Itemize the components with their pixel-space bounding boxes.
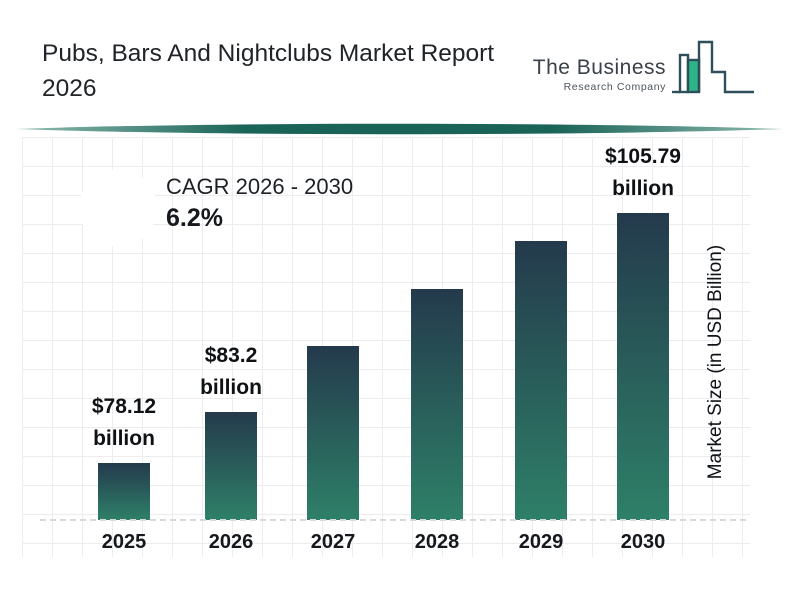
x-axis-baseline	[40, 519, 746, 521]
page-title-line2: 2026	[42, 75, 97, 102]
bar-2027	[307, 346, 359, 520]
company-logo-text: The Business Research Company	[533, 56, 666, 93]
section-divider	[12, 121, 788, 137]
cagr-badge	[72, 162, 164, 254]
bar-2028	[411, 289, 463, 520]
page-title: Pubs, Bars And Nightclubs Market Report …	[42, 36, 562, 106]
x-axis-tick-2030: 2030	[620, 531, 666, 553]
cagr-label: CAGR 2026 - 2030	[166, 174, 354, 199]
company-name: The Business	[532, 56, 666, 79]
bar-2025	[98, 463, 150, 520]
bar-2030	[617, 213, 669, 520]
trending-up-icon	[83, 173, 153, 243]
bar-2026	[205, 412, 257, 520]
bar-value-label-2030: $105.79 billion	[605, 145, 681, 200]
y-axis-label: Market Size (in USD Billion)	[705, 244, 726, 480]
x-axis-tick-2029: 2029	[518, 531, 564, 553]
x-axis-tick-2028: 2028	[414, 531, 460, 553]
company-subname: Research Company	[563, 81, 666, 93]
company-logo: The Business Research Company	[533, 28, 778, 108]
page-title-line1: Pubs, Bars And Nightclubs Market Report	[42, 40, 495, 67]
bar-chart-logo-icon	[670, 30, 758, 107]
cagr-badge-ring	[79, 169, 157, 247]
x-axis-tick-2027: 2027	[310, 531, 356, 553]
cagr-value: 6.2%	[166, 204, 223, 232]
x-axis-tick-2025: 2025	[101, 531, 147, 553]
bar-value-label-2026: $83.2 billion	[200, 344, 262, 399]
x-axis-tick-2026: 2026	[208, 531, 254, 553]
bar-2029	[515, 241, 567, 520]
bar-value-label-2025: $78.12 billion	[91, 395, 157, 450]
